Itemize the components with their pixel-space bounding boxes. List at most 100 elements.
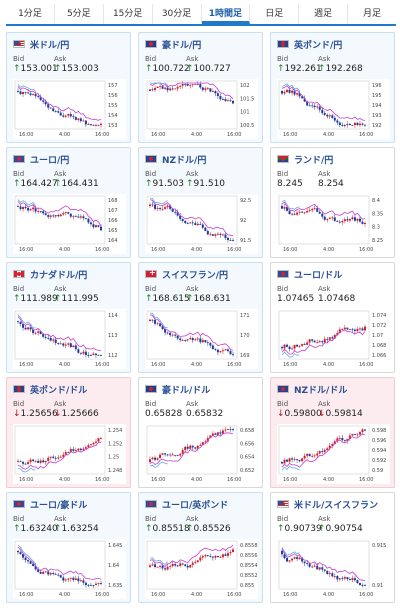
currency-pair-title[interactable]: ユーロ/ドル	[277, 267, 342, 281]
candlestick-chart[interactable]: 1.254 1.252 1.25 1.248 16:00 4:00 16:00	[13, 424, 126, 484]
candle-body	[318, 341, 321, 343]
candle-body	[291, 558, 294, 561]
tab-timeframe[interactable]: 週足	[299, 4, 349, 24]
currency-pair-title[interactable]: 英ポンド/ドル	[13, 382, 87, 396]
candlestick-chart[interactable]: 8.4 8.35 8.3 8.25 16:00 4:00 16:00	[277, 194, 390, 254]
currency-card[interactable]: ユーロ/英ポンド Bid Ask ↑0.85518 ↑0.85526 0.8558 0.85…	[138, 492, 263, 603]
candle-body	[67, 114, 70, 116]
candle-body	[196, 84, 199, 85]
currency-card[interactable]: 英ポンド/円 Bid Ask ↑192.261 ↑192.268 196 195 194 193…	[270, 32, 395, 143]
ask-price: ↑111.995	[54, 294, 99, 304]
currency-pair-title[interactable]: 豪ドル/円	[145, 37, 201, 51]
bid-price: ↑111.989	[13, 294, 58, 304]
candle-body	[219, 432, 222, 434]
x-tick-label: 4:00	[323, 247, 334, 253]
chart-plot-area	[14, 195, 106, 245]
candle-body	[286, 344, 289, 347]
tab-timeframe[interactable]: 1時間足	[201, 4, 251, 24]
currency-card[interactable]: スイスフラン/円BidAsk↑168.615↑168.6311711701691…	[138, 262, 263, 373]
moving-average-line	[281, 329, 366, 355]
candlestick-chart[interactable]: 196 195 194 193 192 16:00 4:00 16:00	[277, 79, 390, 139]
currency-card[interactable]: 米ドル/円 Bid Ask ↑153.001 ↑153.003 157 156 155 154 1…	[6, 32, 131, 143]
currency-card[interactable]: 豪ドル/円 Bid Ask ↑100.722 ↑100.727 102 101.5 101 10…	[138, 32, 263, 143]
currency-card[interactable]: 米ドル/スイスフラン Bid Ask ↑0.90739 ↑0.90754 0.915 0.9…	[270, 492, 395, 603]
flag-icon	[13, 155, 25, 163]
currency-card[interactable]: ユーロ/円 Bid Ask ↑164.427 ↑164.431 168 167 166 165 1…	[6, 147, 131, 258]
currency-card[interactable]: ランド/円 Bid Ask 8.245 8.254 8.4 8.35 8.3 8.25 16:00…	[270, 147, 395, 258]
tab-timeframe[interactable]: 日足	[250, 4, 300, 24]
candle-body	[181, 563, 184, 565]
candle-body	[221, 234, 224, 236]
currency-pair-title[interactable]: NZドル/円	[145, 152, 206, 166]
currency-card[interactable]: NZドル/ドル Bid Ask ↓0.59800 ↓0.59814 0.598 0.596 0…	[270, 377, 395, 488]
currency-pair-title[interactable]: 米ドル/円	[13, 37, 69, 51]
short-average-line	[17, 84, 36, 92]
currency-pair-title[interactable]: 豪ドル/ドル	[145, 382, 210, 396]
tab-timeframe[interactable]: 月足	[363, 9, 382, 19]
currency-card[interactable]: ユーロ/豪ドル Bid Ask ↑1.63240 ↑1.63254 1.645 1.64 1.…	[6, 492, 131, 603]
x-tick-label: 16:00	[283, 247, 297, 253]
candle-body	[169, 566, 172, 567]
pair-name: スイスフラン/円	[162, 270, 229, 281]
currency-card[interactable]: NZドル/円 Bid Ask ↑91.503 ↑91.510 92.5 92 91.5 16:0…	[138, 147, 263, 258]
currency-pair-title[interactable]: 米ドル/スイスフラン	[277, 497, 378, 511]
candlestick-chart[interactable]: 157 156 155 154 153 16:00 4:00 16:00	[13, 79, 126, 139]
candle-body	[64, 579, 67, 581]
currency-card[interactable]: 豪ドル/ドル Bid Ask 0.65828 0.65832 0.658 0.656 0.65…	[138, 377, 263, 488]
currency-pair-title[interactable]: 英ポンド/円	[277, 37, 342, 51]
candle-body	[44, 571, 47, 573]
candlestick-chart[interactable]: 1.074 1.072 1.07 1.068 1.066 16:00 4:00 16:00	[277, 309, 390, 369]
candlestick-chart[interactable]: 102 101.5 101 100.5 16:00 4:00 16:00	[145, 79, 258, 139]
candle-body	[196, 560, 199, 563]
tab-timeframe[interactable]: 1分足	[6, 4, 55, 24]
candle-body	[54, 215, 57, 217]
chart-plot-area	[278, 425, 370, 475]
candle-body	[358, 432, 361, 435]
candlestick-chart[interactable]: 0.658 0.656 0.654 0.652 16:00 4:00 16:00	[145, 424, 258, 484]
currency-pair-title[interactable]: ユーロ/豪ドル	[13, 497, 87, 511]
tab-timeframe[interactable]: 15分足	[104, 4, 153, 24]
candlestick-chart[interactable]: 171 170 169 16:00 4:00 16:00	[145, 309, 258, 369]
candle-body	[39, 96, 42, 101]
candle-body	[62, 454, 65, 457]
candle-body	[92, 585, 95, 586]
candle-body	[57, 215, 60, 217]
candle-body	[318, 106, 321, 110]
candle-body	[37, 331, 40, 333]
candlestick-chart[interactable]: 168 167 166 165 164 16:00 4:00 16:00	[13, 194, 126, 254]
currency-pair-title[interactable]: ユーロ/円	[13, 152, 69, 166]
currency-pair-title[interactable]: スイスフラン/円	[145, 267, 228, 281]
candle-body	[64, 115, 67, 117]
currency-pair-title[interactable]: カナダドル/円	[13, 267, 87, 281]
currency-card[interactable]: カナダドル/円 Bid Ask ↑111.989 ↑111.995 114 113 112 16…	[6, 262, 131, 373]
currency-card[interactable]: 英ポンド/ドル Bid Ask ↓1.25656 ↓1.25666 1.254 1.252 1…	[6, 377, 131, 488]
x-tick-label: 4:00	[59, 477, 70, 483]
candle-body	[17, 551, 19, 553]
candlestick-chart[interactable]: 0.8558 0.8556 0.8554 0.8552 0.855 16:00 4:00 16…	[145, 539, 258, 599]
candle-body	[306, 453, 309, 456]
candle-body	[361, 123, 364, 125]
short-average-line	[281, 466, 300, 471]
candle-body	[59, 214, 62, 217]
candle-body	[221, 350, 224, 352]
candlestick-chart[interactable]: 114 113 112 16:00 4:00 16:00	[13, 309, 126, 369]
candlestick-chart[interactable]: 0.598 0.596 0.594 0.592 0.59 16:00 4:00 16:00	[277, 424, 390, 484]
candle-body	[288, 458, 291, 462]
flag-icon	[145, 268, 157, 278]
moving-average-line	[17, 441, 102, 470]
tab-timeframe[interactable]: 5分足	[55, 4, 104, 24]
currency-pair-title[interactable]: NZドル/ドル	[277, 382, 347, 396]
currency-pair-title[interactable]: ランド/円	[277, 152, 333, 166]
tab-timeframe[interactable]: 30分足	[153, 4, 202, 24]
candle-body	[179, 215, 182, 219]
candle-body	[206, 231, 209, 235]
currency-pair-title[interactable]: ユーロ/英ポンド	[145, 497, 228, 511]
candle-body	[219, 96, 222, 100]
currency-card[interactable]: ユーロ/ドル Bid Ask 1.07465 1.07468 1.074 1.072 1.07…	[270, 262, 395, 373]
candlestick-chart[interactable]: 0.915 0.91 16:00 4:00 16:00	[277, 539, 390, 599]
candlestick-chart[interactable]: 92.5 92 91.5 16:00 4:00 16:00	[145, 194, 258, 254]
x-tick-label: 4:00	[323, 592, 334, 598]
candle-body	[316, 106, 319, 108]
candlestick-chart[interactable]: 1.645 1.64 1.635 16:00 4:00 16:00	[13, 539, 126, 599]
candle-body	[204, 340, 207, 343]
